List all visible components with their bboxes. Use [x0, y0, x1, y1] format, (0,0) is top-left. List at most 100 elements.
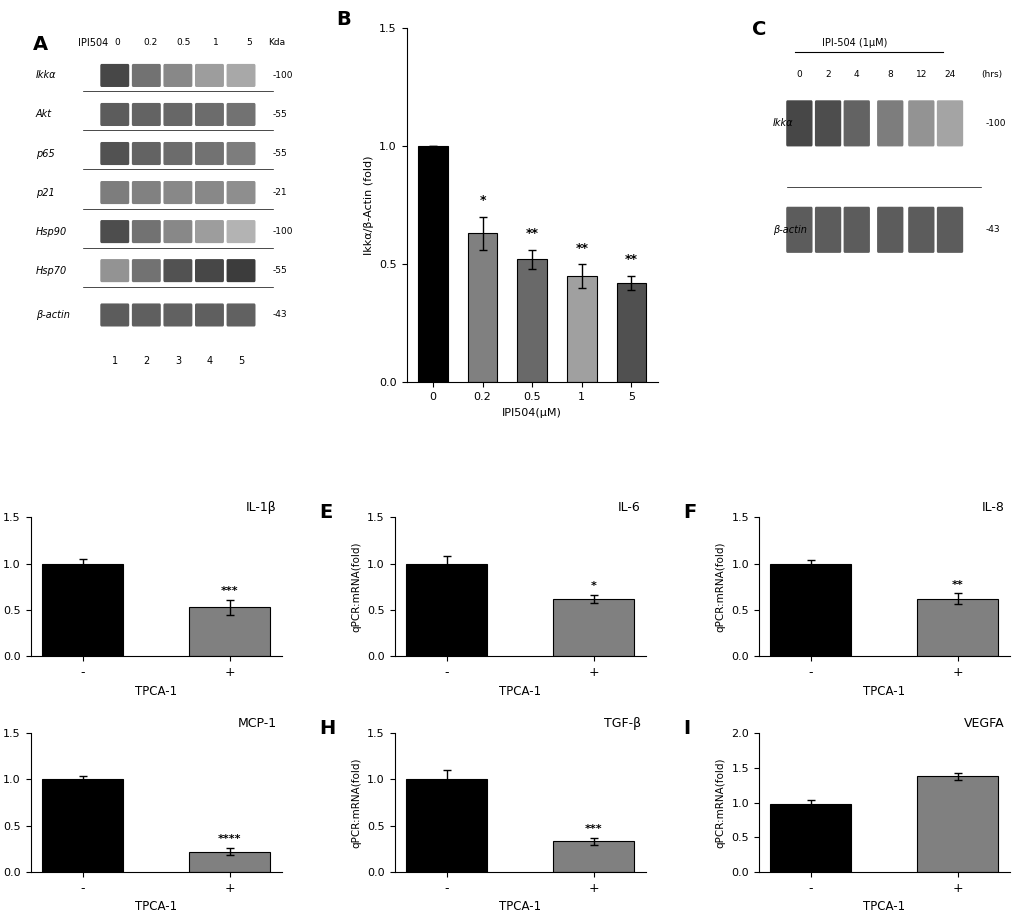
Bar [916, 776, 998, 872]
Text: -100: -100 [272, 71, 292, 80]
Text: Hsp70: Hsp70 [36, 265, 67, 275]
Bar [418, 146, 447, 383]
Y-axis label: qPCR:mRNA(fold): qPCR:mRNA(fold) [352, 757, 362, 847]
FancyBboxPatch shape [195, 142, 224, 165]
Text: IL-6: IL-6 [618, 501, 640, 514]
FancyBboxPatch shape [195, 103, 224, 126]
FancyBboxPatch shape [131, 103, 161, 126]
FancyBboxPatch shape [843, 207, 869, 252]
Text: 2: 2 [824, 70, 830, 79]
X-axis label: TPCA-1: TPCA-1 [498, 685, 541, 698]
Bar [916, 599, 998, 656]
Text: p65: p65 [36, 149, 55, 159]
FancyBboxPatch shape [814, 100, 841, 146]
Text: 4: 4 [853, 70, 859, 79]
Bar [190, 852, 270, 872]
Text: (hrs): (hrs) [980, 70, 1002, 79]
FancyBboxPatch shape [100, 64, 129, 87]
FancyBboxPatch shape [226, 304, 255, 327]
FancyBboxPatch shape [163, 64, 193, 87]
Bar [42, 779, 123, 872]
FancyBboxPatch shape [100, 142, 129, 165]
FancyBboxPatch shape [935, 100, 962, 146]
FancyBboxPatch shape [907, 207, 933, 252]
FancyBboxPatch shape [843, 100, 869, 146]
Text: Ikkα: Ikkα [36, 71, 56, 81]
Y-axis label: qPCR:mRNA(fold): qPCR:mRNA(fold) [715, 757, 725, 847]
Bar [42, 564, 123, 656]
Text: 1: 1 [112, 356, 118, 366]
Text: 4: 4 [206, 356, 212, 366]
Text: **: ** [525, 228, 538, 241]
FancyBboxPatch shape [876, 207, 903, 252]
Bar [769, 804, 850, 872]
Text: B: B [336, 10, 351, 28]
Text: ***: *** [221, 586, 238, 596]
Text: **: ** [951, 579, 963, 589]
Text: 5: 5 [237, 356, 244, 366]
FancyBboxPatch shape [131, 304, 161, 327]
Text: -43: -43 [985, 225, 1000, 234]
FancyBboxPatch shape [163, 181, 193, 204]
Text: 0: 0 [114, 39, 120, 47]
Text: Hsp90: Hsp90 [36, 227, 67, 237]
X-axis label: TPCA-1: TPCA-1 [135, 901, 177, 913]
FancyBboxPatch shape [195, 220, 224, 243]
Bar [406, 779, 487, 872]
Text: IL-1β: IL-1β [246, 501, 276, 514]
Text: -100: -100 [272, 227, 292, 236]
Text: *: * [479, 195, 485, 207]
Text: 3: 3 [174, 356, 180, 366]
Bar [190, 607, 270, 656]
Text: β-actin: β-actin [36, 310, 69, 320]
Text: -21: -21 [272, 188, 287, 197]
Text: 0: 0 [796, 70, 802, 79]
FancyBboxPatch shape [195, 304, 224, 327]
Text: Ikkα: Ikkα [772, 118, 793, 129]
Text: ****: **** [218, 834, 242, 845]
Text: VEGFA: VEGFA [963, 717, 1004, 730]
Text: *: * [590, 581, 596, 591]
Text: **: ** [575, 241, 588, 254]
Y-axis label: qPCR:mRNA(fold): qPCR:mRNA(fold) [352, 542, 362, 633]
FancyBboxPatch shape [226, 142, 255, 165]
Text: **: ** [625, 253, 637, 266]
Text: -43: -43 [272, 310, 287, 319]
X-axis label: TPCA-1: TPCA-1 [862, 685, 905, 698]
Text: IL-8: IL-8 [981, 501, 1004, 514]
Bar [615, 283, 646, 383]
FancyBboxPatch shape [163, 142, 193, 165]
Text: Kda: Kda [268, 39, 285, 47]
Text: A: A [34, 35, 48, 53]
Text: β-actin: β-actin [772, 225, 806, 235]
FancyBboxPatch shape [226, 259, 255, 282]
Text: -55: -55 [272, 149, 287, 158]
FancyBboxPatch shape [195, 64, 224, 87]
FancyBboxPatch shape [226, 220, 255, 243]
Text: H: H [319, 719, 335, 738]
Bar [467, 233, 497, 383]
Text: -100: -100 [985, 118, 1006, 128]
FancyBboxPatch shape [131, 181, 161, 204]
Text: TGF-β: TGF-β [603, 717, 640, 730]
Text: 2: 2 [143, 356, 150, 366]
Y-axis label: Ikkα/β-Actin (fold): Ikkα/β-Actin (fold) [364, 155, 373, 254]
X-axis label: TPCA-1: TPCA-1 [862, 901, 905, 913]
FancyBboxPatch shape [100, 220, 129, 243]
FancyBboxPatch shape [876, 100, 903, 146]
Bar [552, 599, 634, 656]
Text: -55: -55 [272, 266, 287, 275]
Text: I: I [683, 719, 690, 738]
Bar [406, 564, 487, 656]
FancyBboxPatch shape [226, 181, 255, 204]
Text: IPI-504 (1μM): IPI-504 (1μM) [821, 39, 887, 48]
Text: E: E [319, 503, 332, 522]
X-axis label: IPI504(μM): IPI504(μM) [501, 408, 561, 418]
FancyBboxPatch shape [226, 64, 255, 87]
Text: 12: 12 [915, 70, 926, 79]
FancyBboxPatch shape [100, 259, 129, 282]
Text: 8: 8 [887, 70, 893, 79]
FancyBboxPatch shape [786, 207, 812, 252]
Text: 1: 1 [213, 39, 219, 47]
Text: -55: -55 [272, 110, 287, 119]
